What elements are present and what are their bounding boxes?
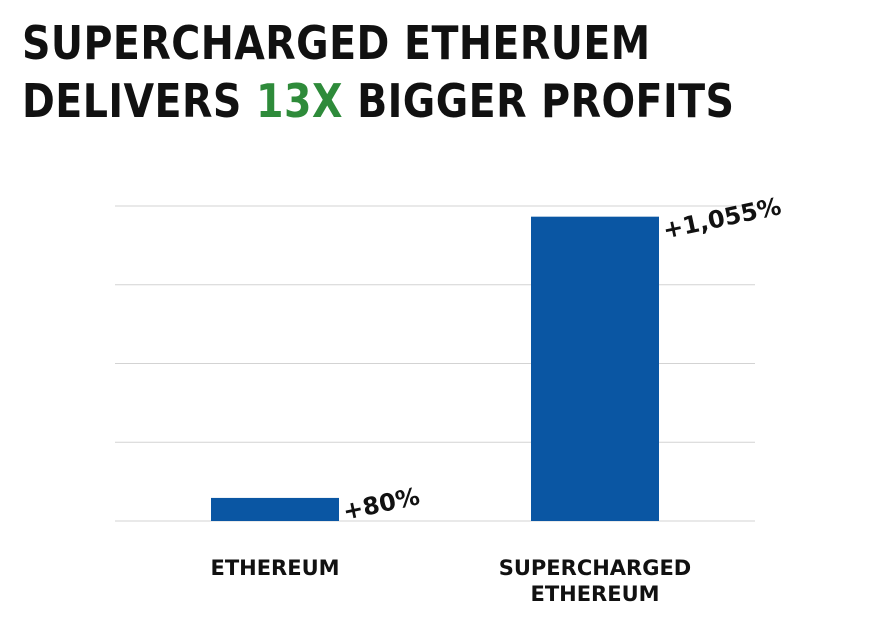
title-highlight: 13X (256, 74, 343, 128)
bar (211, 497, 339, 521)
title-line-2-post: BIGGER PROFITS (342, 74, 735, 128)
data-label: +1,055% (660, 192, 783, 244)
chart-title: SUPERCHARGED ETHERUEM DELIVERS 13X BIGGE… (22, 14, 734, 130)
category-label: ETHEREUM (530, 582, 659, 606)
title-line-2: DELIVERS 13X BIGGER PROFITS (22, 72, 734, 130)
title-line-2-pre: DELIVERS (22, 74, 257, 128)
category-label: SUPERCHARGED (499, 556, 692, 580)
bar (531, 216, 659, 521)
title-line-1: SUPERCHARGED ETHERUEM (22, 16, 651, 70)
category-label: ETHEREUM (210, 556, 339, 580)
data-label: +80% (340, 482, 422, 526)
